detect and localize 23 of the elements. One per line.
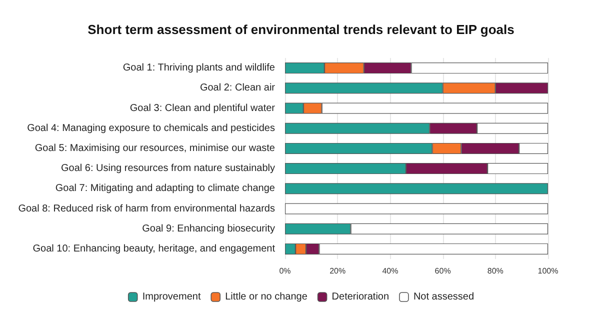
x-tick-label: 0% xyxy=(279,266,291,276)
legend-label: Improvement xyxy=(142,292,201,302)
x-tick-label: 60% xyxy=(434,266,451,276)
chart-title: Short term assessment of environmental trends relevant to EIP goals xyxy=(88,22,514,37)
y-tick-label: Goal 4: Managing exposure to chemicals and pesticides xyxy=(27,122,275,134)
x-tick-label: 80% xyxy=(487,266,504,276)
x-tick-label: 100% xyxy=(538,266,558,276)
y-tick-label: Goal 1: Thriving plants and wildlife xyxy=(122,62,276,74)
bar xyxy=(285,203,548,214)
x-tick-label: 20% xyxy=(330,266,346,276)
y-tick-label: Goal 3: Clean and plentiful water xyxy=(130,102,276,114)
y-tick-label: Goal 8: Reduced risk of harm from environmental hazards xyxy=(18,203,275,214)
legend-label: Little or no change xyxy=(225,292,308,302)
y-tick-label: Goal 7: Mitigating and adapting to climate change xyxy=(55,183,276,194)
y-tick-label: Goal 9: Enhancing biosecurity xyxy=(142,223,275,234)
legend-label: Deterioration xyxy=(332,292,390,302)
y-tick-label: Goal 5: Maximising our resources, minimise our waste xyxy=(34,142,276,154)
y-tick-label: Goal 10: Enhancing beauty, heritage, and engagement xyxy=(32,243,276,254)
x-tick-label: 40% xyxy=(382,266,398,276)
bar xyxy=(285,183,548,194)
y-tick-label: Goal 6: Using resources from nature sustainably xyxy=(61,163,275,174)
legend-label: Not assessed xyxy=(413,292,474,302)
y-tick-label: Goal 2: Clean air xyxy=(200,82,276,94)
